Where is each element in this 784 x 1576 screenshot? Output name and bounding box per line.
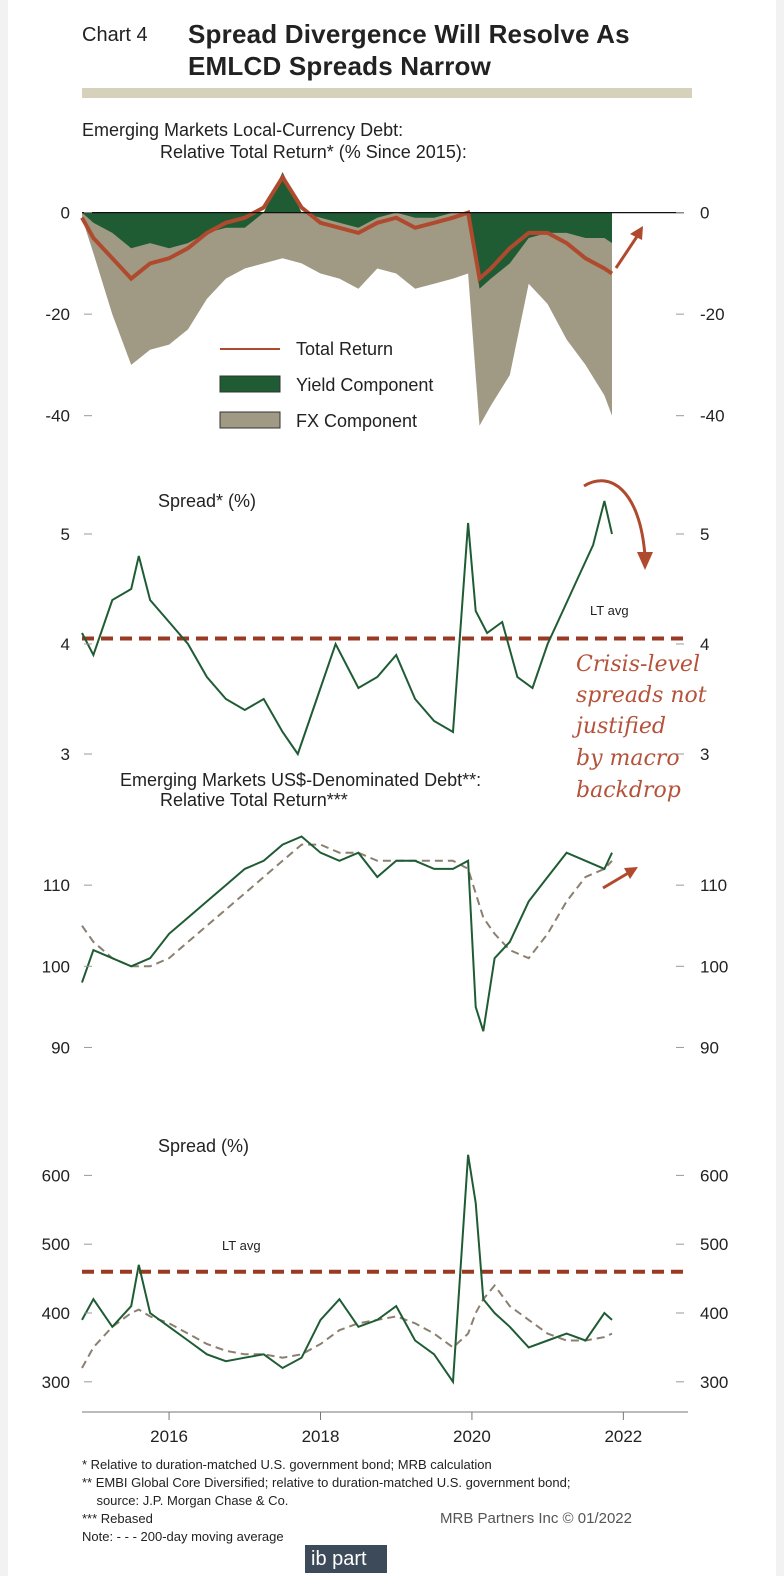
panel3-left-tick-label-0: 110	[43, 876, 70, 895]
panel2-left-tick-label-0: 5	[61, 525, 70, 544]
panel2-chart: 5 5 4 4 3 3	[61, 500, 709, 764]
panel1-right-tick-label-1: -20	[700, 305, 725, 324]
panel4-right-tick-label-3: 300	[700, 1373, 728, 1392]
panel2-title: Spread* (%)	[158, 491, 256, 511]
x-tick-label-1: 2018	[302, 1427, 340, 1446]
footnote-4: *** Rebased	[82, 1511, 153, 1526]
chart-title: Spread Divergence Will Resolve As EMLCD …	[188, 19, 630, 81]
annotation-line-2: spreads not	[576, 683, 707, 708]
legend-fx-swatch	[219, 411, 281, 429]
panel4-spread-line	[81, 1154, 613, 1385]
panel1-right-tick-label-2: -40	[700, 407, 725, 426]
credit-text: MRB Partners Inc © 01/2022	[440, 1510, 632, 1527]
panel4-title: Spread (%)	[158, 1136, 249, 1156]
panel4-left-tick-label-0: 600	[42, 1166, 70, 1185]
panel1-left-tick-label-0: 0	[61, 204, 70, 223]
chart-number: Chart 4	[82, 24, 148, 46]
panel4-lt-avg-label: LT avg	[222, 1238, 261, 1253]
arrow-right-up-icon	[602, 870, 631, 890]
chart-svg: Emerging Markets Local-Currency Debt: Re…	[42, 120, 729, 1446]
legend-yield-label: Yield Component	[296, 375, 433, 395]
panel4-right-tick-label-1: 500	[700, 1235, 728, 1254]
x-tick-label-3: 2022	[604, 1427, 642, 1446]
x-axis: 2016 2018 2020 2022	[82, 1411, 688, 1446]
panel3-right-tick-label-0: 110	[700, 876, 727, 895]
panel3-moving-average-line	[81, 843, 613, 968]
footnotes: * Relative to duration-matched U.S. gove…	[82, 1456, 762, 1546]
panel3-chart: 110 110 100 100 90 90	[42, 835, 728, 1057]
yield-component-area	[82, 172, 612, 289]
x-tick-label-2: 2020	[453, 1427, 491, 1446]
panel1-chart: 0 0 -20 -20 -40 -40	[45, 172, 725, 426]
footnote-5: Note: - - - 200-day moving average	[82, 1529, 284, 1544]
annotation-line-5: backdrop	[576, 778, 681, 803]
x-tick-label-0: 2016	[150, 1427, 188, 1446]
arrow-up-head-icon	[630, 226, 643, 240]
footnote-2: ** EMBI Global Core Diversified; relativ…	[82, 1475, 571, 1490]
annotation-line-4: by macro	[576, 746, 680, 771]
legend-fx-label: FX Component	[296, 411, 417, 431]
panel2-right-tick-label-0: 5	[700, 525, 709, 544]
legend-total-return-label: Total Return	[296, 339, 393, 359]
annotation-line-1: Crisis-level	[576, 652, 700, 677]
panel3-left-tick-label-2: 90	[51, 1038, 70, 1057]
title-rule	[82, 88, 692, 98]
panel1-left-tick-label-1: -20	[45, 305, 70, 324]
panel3-right-tick-label-2: 90	[700, 1038, 719, 1057]
panel4-chart: 600 600 500 500 400 400 300 300	[42, 1154, 728, 1392]
footnote-1: * Relative to duration-matched U.S. gove…	[82, 1457, 492, 1472]
panel4-left-tick-label-3: 300	[42, 1373, 70, 1392]
legend-yield-swatch	[219, 375, 281, 393]
total-return-line	[80, 173, 614, 283]
panel2-right-tick-label-1: 4	[700, 635, 709, 654]
panel4-left-tick-label-1: 500	[42, 1235, 70, 1254]
panel2-lt-avg-label: LT avg	[590, 603, 629, 618]
panel3-title-line2: Relative Total Return***	[160, 790, 348, 810]
panel3-title-line1: Emerging Markets US$-Denominated Debt**:	[120, 770, 481, 790]
footnote-3: source: J.P. Morgan Chase & Co.	[82, 1493, 289, 1508]
panel3-return-line	[81, 835, 613, 1032]
arrow-curve-down-head-icon	[637, 552, 653, 570]
arrow-up-icon	[614, 231, 642, 269]
panel1-right-tick-label-0: 0	[700, 204, 709, 223]
panel2-left-tick-label-1: 4	[61, 635, 70, 654]
watermark-logo: ib part	[305, 1545, 387, 1573]
panel4-moving-average-line	[81, 1283, 613, 1369]
panel2-left-tick-label-2: 3	[61, 745, 70, 764]
panel3-right-tick-label-1: 100	[700, 957, 728, 976]
panel4-right-tick-label-2: 400	[700, 1304, 728, 1323]
arrow-curve-down-icon	[583, 479, 647, 557]
panel2-right-tick-label-2: 3	[700, 745, 709, 764]
annotation-line-3: justified	[571, 714, 666, 739]
panel1-title-line2: Relative Total Return* (% Since 2015):	[160, 142, 467, 162]
panel4-right-tick-label-0: 600	[700, 1166, 728, 1185]
panel1-left-tick-label-2: -40	[45, 407, 70, 426]
panel2-spread-line	[81, 500, 613, 757]
panel1-title-line1: Emerging Markets Local-Currency Debt:	[82, 120, 403, 140]
panel3-left-tick-label-1: 100	[42, 957, 70, 976]
arrow-right-up-head-icon	[624, 867, 638, 879]
panel4-left-tick-label-2: 400	[42, 1304, 70, 1323]
